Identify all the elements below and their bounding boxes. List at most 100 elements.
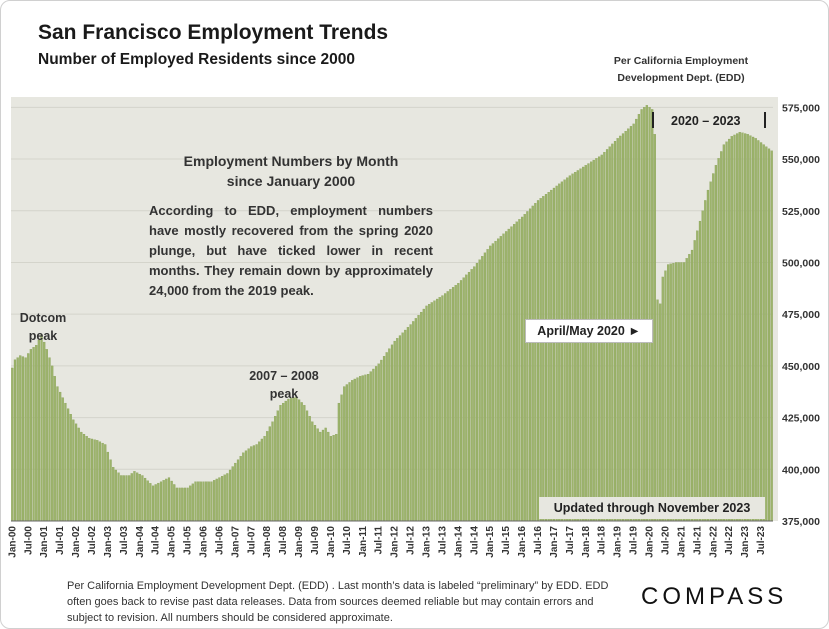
- x-tick-label: Jan-02: [71, 526, 82, 558]
- bar: [43, 341, 46, 522]
- bar: [239, 456, 242, 522]
- bar: [714, 165, 718, 522]
- x-tick-label: Jan-15: [485, 526, 496, 558]
- bar: [380, 359, 383, 522]
- bar: [220, 476, 224, 522]
- dotcom-line-1: Dotcom: [19, 311, 67, 325]
- bar: [297, 399, 301, 522]
- bar: [420, 311, 423, 522]
- x-tick-label: Jul-22: [724, 526, 735, 555]
- bar: [502, 233, 505, 522]
- bar: [526, 211, 529, 522]
- bar: [279, 405, 282, 522]
- bar: [528, 208, 532, 522]
- bar: [544, 194, 548, 522]
- bar: [369, 371, 372, 522]
- bar: [425, 305, 428, 522]
- bar: [258, 441, 261, 522]
- bar: [122, 475, 125, 522]
- y-tick-label: 475,000: [782, 309, 820, 321]
- bar: [698, 220, 702, 522]
- bar: [319, 431, 322, 522]
- bar: [61, 397, 64, 522]
- bar: [74, 423, 78, 522]
- x-tick-label: Jul-13: [437, 526, 448, 555]
- dotcom-annotation: Dotcom peak: [15, 309, 71, 345]
- footnote: Per California Employment Development De…: [67, 580, 609, 624]
- x-tick-label: Jan-03: [103, 526, 114, 558]
- x-tick-label: Jul-06: [214, 526, 225, 555]
- x-tick-label: Jul-12: [406, 526, 417, 555]
- updated-note: Updated through November 2023: [539, 497, 765, 519]
- x-tick-label: Jul-05: [183, 526, 194, 555]
- x-tick-label: Jan-13: [422, 526, 433, 558]
- bar: [202, 481, 205, 522]
- bar: [351, 380, 354, 522]
- dotcom-line-2: peak: [28, 329, 58, 343]
- bar: [106, 451, 110, 522]
- bar: [149, 483, 152, 522]
- bar: [730, 136, 733, 522]
- x-tick-label: Jan-11: [358, 526, 369, 558]
- bar: [80, 431, 83, 522]
- bar: [680, 262, 683, 522]
- bar: [255, 444, 258, 522]
- y-axis: 375,000 400,000 425,000 450,000 475,000 500,0…: [782, 102, 820, 528]
- bar: [481, 256, 484, 522]
- covid-annotation: April/May 2020 ►: [525, 319, 653, 343]
- bar: [313, 425, 317, 522]
- y-tick-label: 450,000: [782, 361, 820, 373]
- bar: [449, 289, 452, 522]
- bar: [396, 338, 399, 522]
- callout-title: Employment Numbers by Month since Januar…: [156, 151, 426, 191]
- bar: [648, 107, 651, 522]
- bar: [151, 485, 155, 522]
- bar: [191, 483, 194, 522]
- bar: [231, 466, 234, 522]
- bar: [186, 487, 189, 522]
- bar: [266, 431, 269, 522]
- bar: [693, 240, 696, 522]
- x-tick-label: Jul-15: [501, 526, 512, 555]
- bar: [550, 189, 553, 522]
- bar: [154, 484, 157, 522]
- bar: [162, 480, 165, 522]
- bar: [138, 473, 141, 522]
- y-tick-label: 400,000: [782, 464, 820, 476]
- bar: [762, 144, 765, 522]
- bar: [433, 300, 436, 522]
- bar: [290, 398, 293, 522]
- bar: [128, 475, 131, 522]
- x-tick-label: Jul-02: [87, 526, 98, 555]
- bar: [24, 357, 27, 522]
- bar: [579, 168, 582, 522]
- bar: [13, 359, 17, 522]
- bar: [205, 481, 208, 522]
- bar: [183, 487, 187, 522]
- x-tick-label: Jan-17: [549, 526, 560, 558]
- bar: [406, 327, 410, 522]
- bar: [276, 410, 279, 522]
- bar: [478, 259, 481, 522]
- y-tick-label: 500,000: [782, 257, 820, 269]
- x-tick-label: Jan-19: [613, 526, 624, 558]
- bar: [574, 172, 577, 522]
- bar: [659, 303, 662, 522]
- bar: [489, 245, 492, 522]
- x-axis: Jan-00 Jul-00 Jan-01 Jul-01 Jan-02 Jul-02 Jan-…: [7, 520, 773, 558]
- bar: [722, 144, 725, 522]
- chart-title: San Francisco Employment Trends: [38, 21, 389, 44]
- bar: [725, 141, 728, 522]
- bar: [507, 228, 510, 522]
- y-tick-label: 525,000: [782, 206, 820, 218]
- bar: [48, 357, 51, 522]
- bar: [664, 270, 667, 522]
- x-tick-label: Jul-01: [55, 526, 66, 555]
- bar: [27, 353, 30, 522]
- bar: [738, 132, 741, 522]
- bar: [576, 170, 579, 522]
- y-tick-label: 375,000: [782, 516, 820, 528]
- bar: [271, 421, 274, 522]
- x-tick-label: Jul-17: [565, 526, 576, 555]
